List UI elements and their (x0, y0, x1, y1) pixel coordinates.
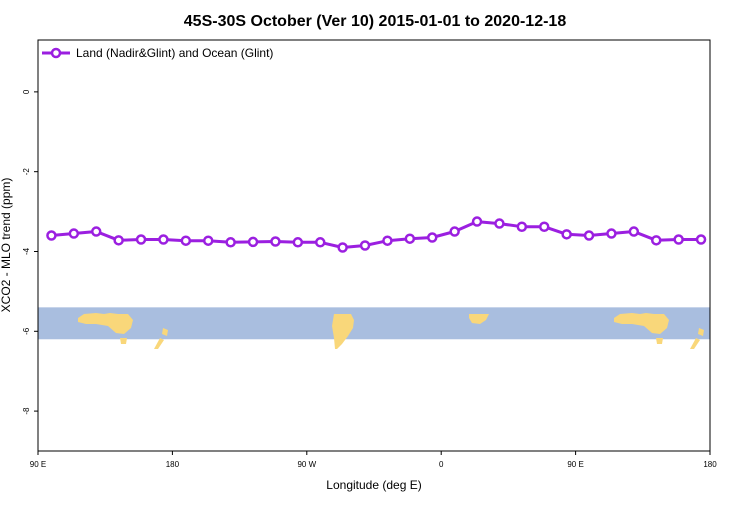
x-tick-label: 180 (703, 460, 717, 469)
data-point (337, 242, 348, 253)
y-tick-label: -2 (22, 168, 31, 176)
new-zealand-north-land (162, 328, 168, 336)
data-point (583, 230, 595, 241)
world-map-band (38, 307, 710, 349)
data-point (449, 226, 460, 237)
data-point (516, 221, 528, 232)
data-point (426, 232, 438, 243)
x-tick-label: 90 E (30, 460, 46, 469)
new-zealand-south-land (154, 338, 164, 349)
x-axis-label: Longitude (deg E) (326, 478, 421, 492)
plot-frame (37, 39, 711, 452)
y-tick-label: 0 (22, 89, 31, 94)
data-point (314, 237, 326, 248)
australia-land (614, 313, 669, 334)
data-point (561, 229, 572, 240)
data-point (606, 228, 617, 239)
y-axis: 0 -2 -4 -6 -8 (22, 89, 38, 415)
data-point (292, 237, 304, 248)
southern-africa-land (469, 314, 489, 324)
series-line (51, 220, 701, 249)
x-tick-label: 90 W (297, 460, 316, 469)
new-zealand-south-land (690, 338, 700, 349)
data-point (202, 235, 214, 246)
legend: Land (Nadir&Glint) and Ocean (Glint) (42, 46, 273, 60)
data-point (404, 233, 416, 244)
map-ocean (38, 307, 710, 340)
south-america-land (332, 314, 354, 349)
data-point (382, 235, 393, 246)
data-point (538, 221, 550, 232)
data-point (46, 230, 57, 241)
data-point (90, 226, 102, 237)
y-tick-label: -8 (22, 407, 31, 415)
x-tick-label: 90 E (567, 460, 583, 469)
series-layer (46, 216, 707, 253)
x-tick-label: 180 (166, 460, 180, 469)
data-point (68, 228, 80, 239)
legend-marker (50, 47, 62, 59)
data-point (359, 240, 371, 251)
data-point (180, 235, 192, 246)
australia-land (78, 313, 133, 334)
x-axis: 90 E 180 90 W 0 90 E 180 (30, 451, 717, 469)
y-axis-label: XCO2 - MLO trend (ppm) (0, 178, 13, 313)
data-point (225, 237, 236, 248)
x-tick-label: 0 (439, 460, 444, 469)
data-point (494, 218, 505, 229)
data-point (158, 234, 169, 245)
data-point (247, 236, 259, 248)
data-point (471, 216, 483, 227)
data-point (650, 235, 662, 246)
y-tick-label: -4 (22, 247, 31, 255)
data-point (270, 236, 281, 247)
data-point (673, 234, 684, 245)
legend-label: Land (Nadir&Glint) and Ocean (Glint) (76, 46, 273, 60)
data-point (695, 234, 707, 245)
tasmania-land (656, 338, 663, 344)
tasmania-land (120, 338, 127, 344)
chart-title: 45S-30S October (Ver 10) 2015-01-01 to 2… (184, 13, 567, 30)
data-point (113, 235, 124, 246)
new-zealand-north-land (698, 328, 704, 336)
data-point (135, 234, 147, 245)
data-point (628, 226, 640, 237)
y-tick-label: -6 (22, 327, 31, 335)
